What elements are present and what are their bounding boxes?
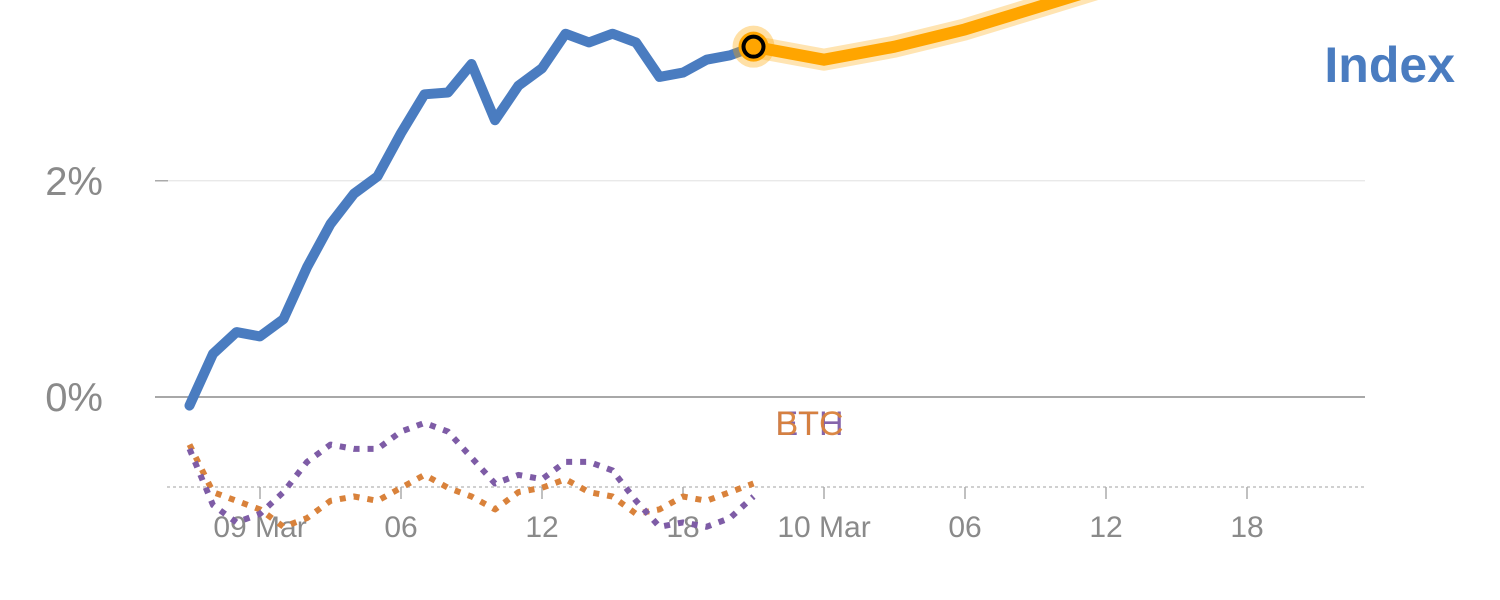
- series-layer: [184, 0, 1099, 530]
- chart-title: Index: [1324, 37, 1455, 93]
- x-tick-label: 18: [1230, 511, 1263, 544]
- current-point-marker: [741, 34, 766, 59]
- marker-layer: [732, 25, 775, 68]
- forecast-line: [747, 0, 1082, 66]
- x-tick-label: 06: [384, 511, 417, 544]
- y-tick-label: 2%: [45, 160, 103, 204]
- x-tick-label: 12: [525, 511, 558, 544]
- series-label-eth: ETH: [776, 405, 844, 443]
- x-tick-label: 12: [1089, 511, 1122, 544]
- grid-layer: [155, 180, 1365, 398]
- x-tick-label: 10 Mar: [777, 511, 870, 544]
- series-btc-line: [186, 443, 755, 530]
- x-tick-label: 06: [948, 511, 981, 544]
- series-label-btc: BTC: [776, 405, 844, 443]
- series-index-line: [184, 28, 759, 411]
- y-tick-label: 0%: [45, 376, 103, 420]
